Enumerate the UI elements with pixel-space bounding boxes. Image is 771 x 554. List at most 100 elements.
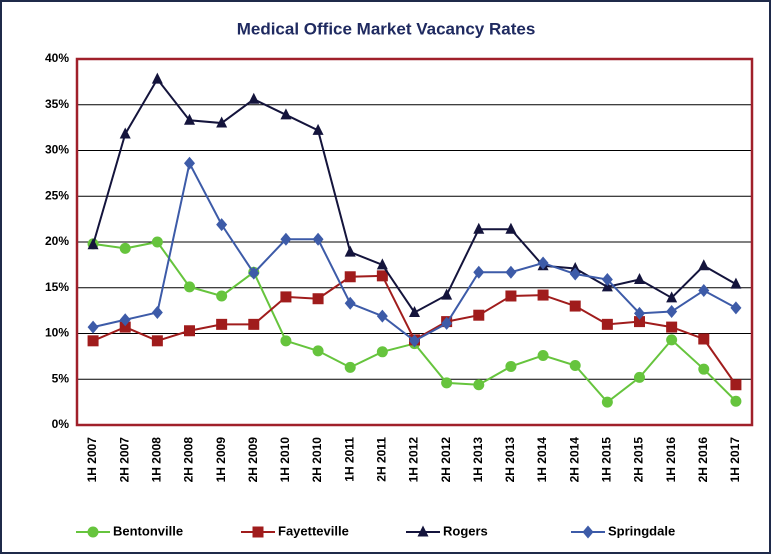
x-tick-label: 1H 2007: [85, 437, 99, 483]
point: [248, 318, 260, 330]
point: [87, 320, 99, 334]
x-tick-label: 2H 2014: [567, 437, 581, 483]
x-tick-label: 2H 2015: [632, 437, 646, 483]
point: [473, 309, 485, 321]
point: [216, 290, 228, 302]
point: [473, 222, 485, 234]
x-tick-label: 1H 2016: [664, 437, 678, 483]
y-tick-label: 30%: [45, 143, 69, 157]
x-tick-label: 2H 2012: [439, 437, 453, 483]
x-tick-label: 1H 2010: [278, 437, 292, 483]
point: [698, 283, 710, 297]
point: [184, 281, 195, 293]
point: [376, 309, 388, 323]
point: [184, 113, 195, 125]
point: [730, 395, 742, 407]
point: [87, 335, 99, 347]
point: [151, 236, 163, 248]
point: [634, 316, 645, 328]
point: [344, 296, 356, 310]
point: [505, 265, 517, 279]
y-tick-label: 5%: [52, 371, 70, 385]
x-tick-label: 2H 2007: [117, 437, 131, 483]
point: [666, 321, 678, 333]
point: [601, 396, 613, 408]
point: [666, 334, 678, 346]
x-tick-label: 2H 2008: [182, 437, 196, 483]
point: [409, 334, 420, 348]
point: [634, 273, 645, 285]
point: [601, 273, 613, 287]
point: [119, 127, 131, 139]
legend-label: Rogers: [443, 523, 488, 538]
plot-frame: [75, 57, 754, 427]
point: [280, 291, 292, 303]
point: [376, 258, 388, 270]
point: [216, 318, 228, 330]
point: [184, 325, 195, 337]
point: [184, 156, 195, 170]
point: [151, 72, 163, 84]
point: [537, 349, 549, 361]
point: [344, 361, 356, 373]
legend-label: Springdale: [608, 523, 675, 538]
legend-label: Fayetteville: [278, 523, 349, 538]
point: [312, 123, 324, 135]
point: [151, 335, 163, 347]
point: [698, 333, 710, 345]
legend-marker: [582, 525, 594, 539]
point: [248, 266, 260, 280]
x-tick-label: 2H 2011: [375, 437, 389, 482]
point: [409, 305, 420, 317]
x-tick-label: 1H 2011: [342, 437, 356, 482]
point: [441, 288, 453, 300]
x-tick-label: 2H 2010: [310, 437, 324, 483]
point: [151, 305, 163, 319]
point: [216, 218, 228, 232]
point: [312, 293, 324, 305]
x-tick-label: 1H 2015: [600, 437, 614, 483]
legend-marker: [417, 525, 429, 537]
point: [634, 371, 645, 383]
y-tick-label: 20%: [45, 234, 69, 248]
point: [280, 232, 292, 246]
x-tick-label: 2H 2016: [696, 437, 710, 483]
point: [666, 291, 678, 303]
point: [280, 335, 292, 347]
y-tick-label: 40%: [45, 51, 69, 65]
point: [505, 360, 517, 372]
point: [537, 256, 549, 270]
point: [601, 318, 613, 330]
point: [441, 377, 453, 389]
chart-title: Medical Office Market Vacancy Rates: [237, 19, 536, 38]
legend-marker: [252, 526, 264, 538]
point: [666, 305, 678, 319]
point: [505, 222, 517, 234]
point: [344, 271, 356, 283]
point: [376, 270, 388, 282]
point: [473, 379, 485, 391]
y-tick-label: 15%: [45, 280, 69, 294]
point: [87, 238, 99, 250]
legend-marker: [87, 526, 99, 538]
point: [376, 346, 388, 358]
point: [248, 92, 260, 104]
legend-label: Bentonville: [113, 523, 183, 538]
point: [730, 301, 742, 315]
point: [634, 306, 645, 320]
point: [505, 290, 517, 302]
x-tick-label: 1H 2013: [471, 437, 485, 483]
point: [119, 321, 131, 333]
y-tick-label: 35%: [45, 97, 69, 111]
x-tick-label: 2H 2009: [246, 437, 260, 483]
point: [119, 242, 131, 254]
x-tick-label: 1H 2008: [150, 437, 164, 483]
y-tick-label: 25%: [45, 188, 69, 202]
x-tick-label: 1H 2012: [407, 437, 421, 483]
point: [537, 289, 549, 301]
point: [569, 267, 581, 281]
point: [216, 116, 228, 128]
point: [698, 363, 710, 375]
x-tick-label: 1H 2017: [728, 437, 742, 483]
